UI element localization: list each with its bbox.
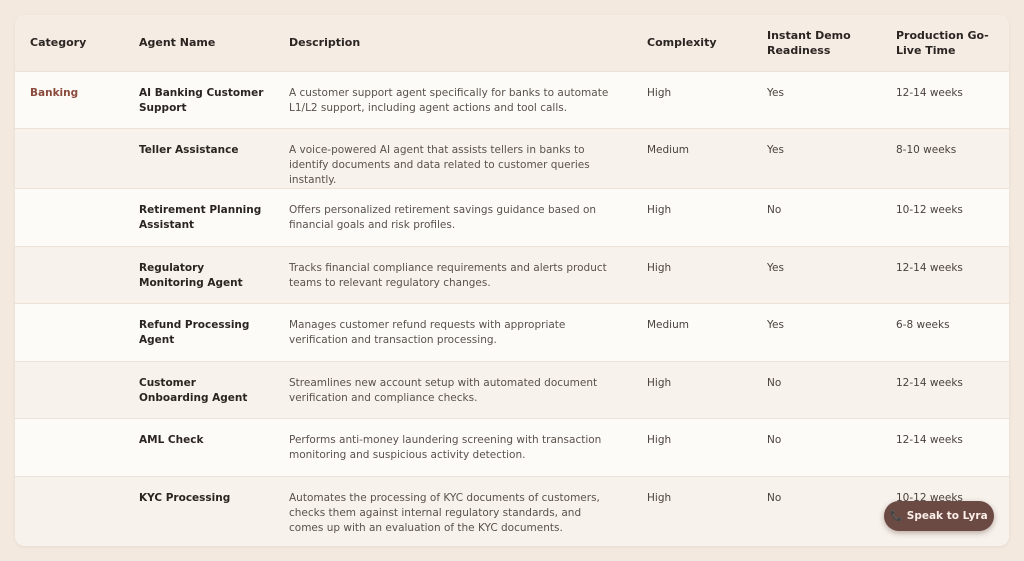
table-row: Customer Onboarding Agent Streamlines ne… (15, 361, 1009, 419)
table-row: Retirement Planning Assistant Offers per… (15, 188, 1009, 247)
row-category (15, 189, 124, 247)
row-description: A customer support agent specifically fo… (289, 86, 609, 114)
speak-button-label: Speak to Lyra (906, 510, 988, 522)
row-agent-name: KYC Processing (139, 491, 231, 504)
row-demo-readiness: Yes (767, 86, 784, 99)
row-complexity: High (647, 434, 672, 446)
row-demo-readiness: Yes (767, 144, 784, 156)
header-agent-name: Agent Name (139, 36, 216, 50)
table-row: Regulatory Monitoring Agent Tracks finan… (15, 246, 1009, 304)
table-row: Teller Assistance A voice-powered AI age… (15, 128, 1009, 189)
row-demo-readiness: No (767, 204, 782, 216)
row-go-live-time: 12-14 weeks (896, 86, 963, 99)
row-category (15, 419, 124, 477)
row-complexity: High (647, 86, 672, 99)
row-demo-readiness: No (767, 434, 782, 446)
row-category (15, 129, 124, 189)
row-description: Streamlines new account setup with autom… (289, 376, 598, 404)
table-header-row: Category Agent Name Description Complexi… (15, 15, 1009, 71)
row-agent-name: Refund Processing Agent (139, 319, 250, 346)
header-demo-readiness: Instant Demo Readiness (767, 28, 851, 57)
row-description: Tracks financial compliance requirements… (289, 261, 607, 289)
row-description: Performs anti-money laundering screening… (289, 434, 602, 461)
row-category (15, 476, 124, 546)
agents-table: Category Agent Name Description Complexi… (15, 15, 1009, 546)
table-row: KYC Processing Automates the processing … (15, 476, 1009, 546)
agents-table-card: Category Agent Name Description Complexi… (15, 15, 1009, 546)
row-complexity: High (647, 376, 672, 389)
row-category (15, 246, 124, 304)
row-agent-name: AI Banking Customer Support (139, 86, 264, 114)
row-demo-readiness: Yes (767, 261, 784, 274)
row-go-live-time: 10-12 weeks (896, 491, 963, 504)
row-agent-name: Teller Assistance (139, 144, 239, 156)
row-complexity: Medium (647, 319, 689, 331)
header-go-live-time: Production Go-Live Time (896, 28, 989, 57)
phone-icon: 📞 (890, 510, 903, 522)
row-category (15, 304, 124, 362)
row-complexity: High (647, 204, 672, 216)
header-description: Description (289, 36, 361, 50)
row-agent-name: Retirement Planning Assistant (139, 204, 262, 231)
header-category: Category (30, 36, 87, 50)
speak-to-lyra-button[interactable]: 📞 Speak to Lyra (884, 501, 994, 531)
row-description: A voice-powered AI agent that assists te… (289, 144, 590, 186)
row-go-live-time: 12-14 weeks (896, 434, 963, 446)
header-complexity: Complexity (647, 36, 717, 50)
row-description: Offers personalized retirement savings g… (289, 204, 597, 231)
table-row: Banking AI Banking Customer Support A cu… (15, 71, 1009, 129)
row-go-live-time: 12-14 weeks (896, 376, 963, 389)
row-complexity: High (647, 261, 672, 274)
row-go-live-time: 12-14 weeks (896, 261, 963, 274)
row-complexity: Medium (647, 144, 689, 156)
row-agent-name: AML Check (139, 434, 204, 446)
table-row: Refund Processing Agent Manages customer… (15, 303, 1009, 362)
row-category: Banking (30, 86, 79, 99)
row-demo-readiness: No (767, 376, 782, 389)
row-agent-name: Regulatory Monitoring Agent (139, 261, 243, 289)
row-go-live-time: 10-12 weeks (896, 204, 963, 216)
row-description: Manages customer refund requests with ap… (289, 319, 566, 346)
row-category (15, 361, 124, 419)
row-agent-name: Customer Onboarding Agent (139, 376, 248, 404)
row-demo-readiness: Yes (767, 319, 784, 331)
row-demo-readiness: No (767, 491, 782, 504)
row-description: Automates the processing of KYC document… (289, 491, 600, 534)
table-row: AML Check Performs anti-money laundering… (15, 418, 1009, 477)
row-go-live-time: 6-8 weeks (896, 319, 950, 331)
row-go-live-time: 8-10 weeks (896, 144, 957, 156)
row-complexity: High (647, 491, 672, 504)
